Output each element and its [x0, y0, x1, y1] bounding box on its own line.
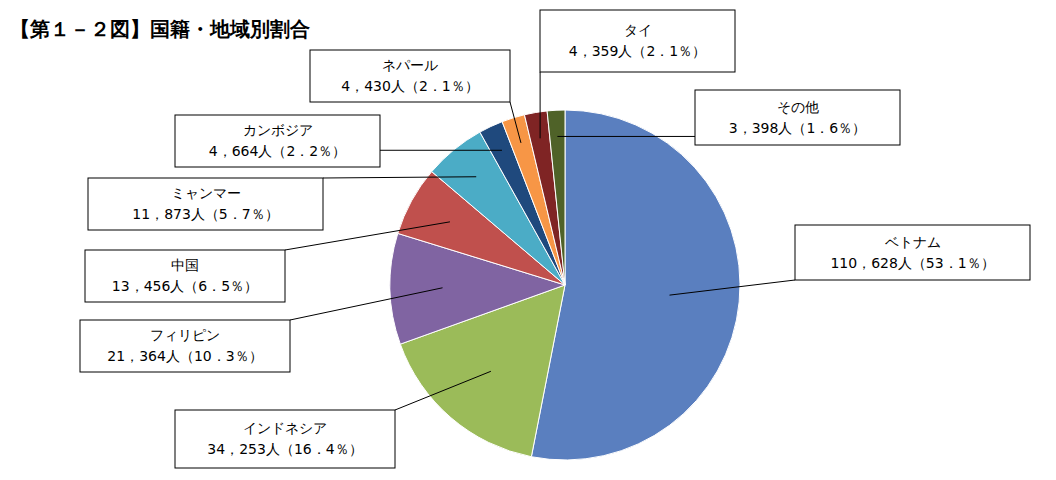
- svg-text:3，398人（1．6％）: 3，398人（1．6％）: [729, 120, 866, 136]
- svg-text:21，364人（10．3％）: 21，364人（10．3％）: [107, 348, 262, 364]
- svg-text:11，873人（5．7％）: 11，873人（5．7％）: [132, 206, 278, 222]
- svg-text:ベトナム: ベトナム: [885, 234, 941, 250]
- svg-text:フィリピン: フィリピン: [150, 327, 220, 343]
- html-text:【第１－２図】国籍・地域別割合: 【第１－２図】国籍・地域別割合: [10, 17, 310, 41]
- svg-text:4，359人（2．1％）: 4，359人（2．1％）: [569, 43, 706, 59]
- svg-text:ネパール: ネパール: [382, 57, 438, 73]
- svg-text:ミャンマー: ミャンマー: [171, 185, 241, 201]
- svg-text:中国: 中国: [171, 257, 199, 273]
- svg-text:カンボジア: カンボジア: [243, 122, 313, 138]
- svg-text:その他: その他: [777, 99, 819, 115]
- svg-text:タイ: タイ: [624, 22, 652, 38]
- svg-text:4，430人（2．1％）: 4，430人（2．1％）: [341, 78, 478, 94]
- svg-text:13，456人（6．5％）: 13，456人（6．5％）: [112, 278, 258, 294]
- svg-text:34，253人（16．4％）: 34，253人（16．4％）: [207, 441, 362, 457]
- svg-text:4，664人（2．2％）: 4，664人（2．2％）: [209, 143, 346, 159]
- svg-text:110，628人（53．1％）: 110，628人（53．1％）: [830, 255, 994, 271]
- svg-text:インドネシア: インドネシア: [243, 420, 327, 436]
